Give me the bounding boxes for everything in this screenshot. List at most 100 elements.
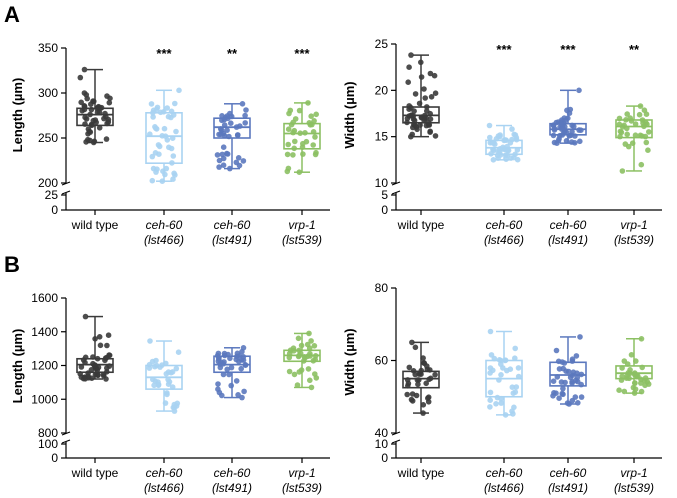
data-point [176,87,182,94]
data-point [220,371,227,378]
significance-label: *** [496,42,512,57]
data-point [406,364,413,371]
data-point [490,157,497,163]
data-point [514,156,521,163]
data-point [284,151,291,158]
data-point [562,379,568,386]
data-point [427,116,434,122]
data-point [313,375,320,381]
data-point [421,360,428,367]
data-point [170,153,177,159]
y-tick-label: 15 [375,130,389,144]
significance-label: *** [156,46,172,61]
data-point [487,389,494,396]
data-point [239,348,245,355]
data-point [82,313,89,320]
data-point [220,144,227,150]
data-point [569,128,575,135]
data-point [512,355,518,362]
data-point [224,127,230,133]
y-tick-label: 0 [51,203,58,217]
axis-break-mark [391,439,401,444]
data-point [81,66,88,73]
data-point [226,371,232,378]
data-point [153,125,159,132]
data-point [410,124,416,131]
data-point [495,133,502,139]
x-tick-label: wild type [71,466,119,480]
data-point [408,52,414,58]
significance-label: *** [560,42,576,57]
data-point [169,369,176,375]
box-iqr [615,119,653,139]
data-point [85,136,91,143]
x-tick-label-sub: (lst539) [282,233,322,247]
data-point [78,364,85,370]
data-point [173,365,180,372]
data-point [431,72,438,79]
x-tick-label: ceh-60 [550,218,587,232]
x-tick-label: ceh-60 [486,466,523,480]
data-point [507,140,514,146]
data-point [220,162,227,168]
data-point [313,111,320,118]
data-point [104,342,110,349]
data-point [432,133,439,139]
data-point [498,361,504,367]
x-tick-label: ceh-60 [550,466,587,480]
data-point [409,391,416,397]
box-series [402,339,440,416]
box-iqr [145,112,183,165]
significance-label: ** [629,42,640,57]
y-tick-label: 10 [375,437,389,451]
data-point [96,334,103,340]
data-point [422,95,429,101]
data-point [305,366,312,372]
data-point [550,378,557,385]
data-point [216,131,222,138]
y-tick-label: 350 [38,41,58,55]
data-point [224,366,230,373]
data-point [646,129,652,135]
data-point [216,157,223,164]
x-tick-label-sub: (lst539) [614,233,654,247]
data-point [287,107,294,114]
data-point [493,401,499,407]
box-iqr [76,107,114,127]
data-point [628,352,635,358]
data-point [512,345,518,352]
y-tick-label: 5 [381,188,388,202]
box-series [615,103,653,174]
data-point [239,394,245,401]
x-tick-label: ceh-60 [214,218,251,232]
data-point [303,138,310,145]
y-axis-label: Length (µm) [10,329,25,404]
box-iqr [402,370,440,389]
data-point [292,116,299,122]
data-point [405,79,412,85]
y-tick-label: 100 [38,437,58,451]
x-tick-label-sub: (lst466) [144,233,184,247]
data-point [487,404,493,410]
data-point [163,371,170,377]
data-point [148,101,155,107]
data-point [504,367,510,374]
data-point [228,120,234,126]
data-point [571,123,577,130]
data-point [411,108,417,114]
data-point [172,100,178,107]
data-point [504,147,511,153]
data-point [569,356,576,363]
data-point [576,87,582,94]
data-point [173,128,179,135]
data-point [420,402,427,408]
data-point [509,408,515,415]
data-point [235,155,242,161]
data-point [425,395,431,402]
data-point [149,177,156,184]
data-point [498,372,504,378]
data-point [243,107,249,113]
data-point [559,390,565,397]
